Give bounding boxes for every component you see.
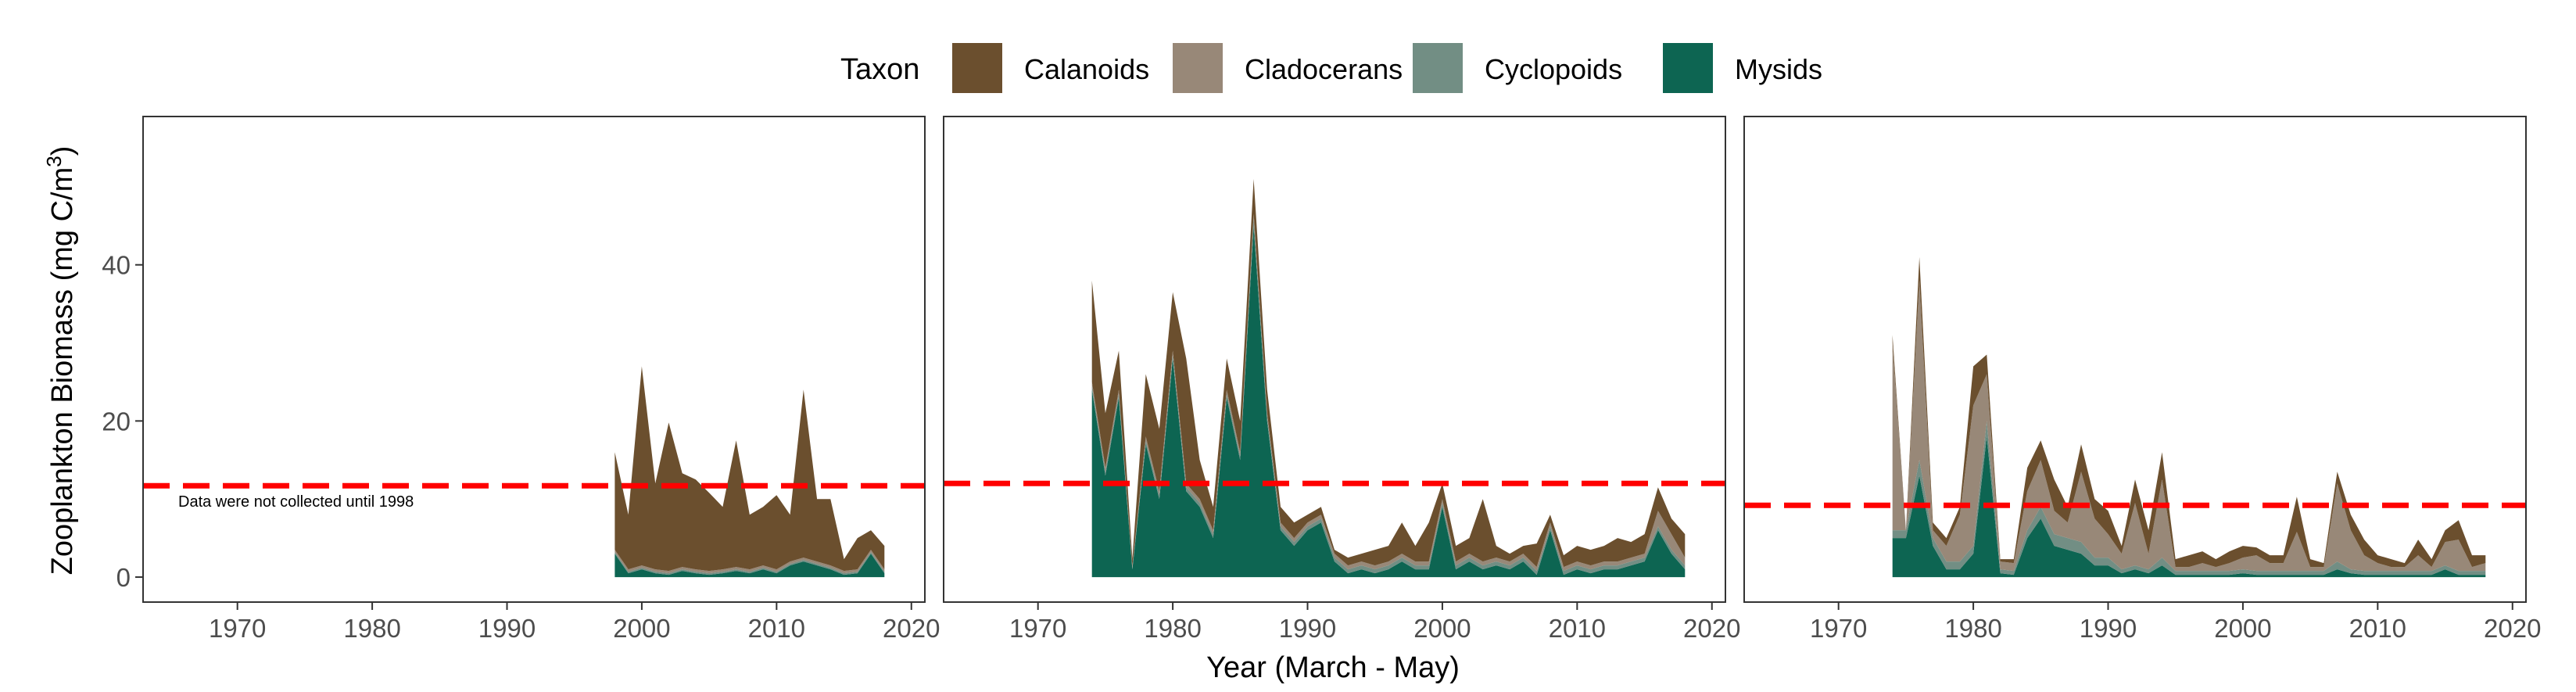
legend-key-calanoids [952, 43, 1002, 93]
panel-border-2 [943, 116, 1726, 603]
area-mysids-panel-2 [1091, 225, 1686, 578]
x-tick-label: 1980 [343, 614, 400, 643]
y-tick-label: 20 [102, 407, 131, 436]
area-cladocerans-panel-3 [1892, 280, 2486, 572]
x-tick-label: 1970 [1810, 614, 1867, 643]
panel-border-3 [1743, 116, 2527, 603]
x-tick-label: 2020 [883, 614, 940, 643]
y-axis-label-superscript: 3 [42, 156, 66, 167]
area-calanoids-panel-1 [614, 366, 885, 572]
legend-label-mysids: Mysids [1735, 53, 1822, 85]
x-tick-label: 1990 [478, 614, 536, 643]
x-tick-label: 1970 [1009, 614, 1066, 643]
y-axis-label: Zooplankton Biomass (mg C/m3) [42, 146, 79, 575]
panel-2: 1970 1980 1990 2000 2010 2020 [943, 116, 1740, 643]
annotation-panel-1: Data were not collected until 1998 [178, 493, 414, 511]
x-tick-label: 2010 [1549, 614, 1606, 643]
panel-1: Data were not collected until 1998 1970 19… [102, 116, 940, 643]
x-tick-label: 1990 [1279, 614, 1336, 643]
legend-key-mysids [1663, 43, 1713, 93]
area-cyclopoids-panel-1 [614, 552, 885, 575]
x-tick-label: 2010 [748, 614, 805, 643]
x-tick-label: 1980 [1944, 614, 2001, 643]
x-axis-label: Year (March - May) [1206, 651, 1460, 684]
legend-key-cyclopoids [1413, 43, 1463, 93]
x-tick-label: 1990 [2080, 614, 2137, 643]
area-mysids-panel-1 [614, 554, 885, 578]
y-axis-label-close: ) [46, 146, 79, 156]
y-tick-label: 40 [102, 251, 131, 280]
x-tick-label: 2020 [2484, 614, 2541, 643]
legend-label-cyclopoids: Cyclopoids [1485, 53, 1622, 85]
x-tick-label: 1980 [1144, 614, 1201, 643]
y-tick-label: 0 [116, 563, 131, 592]
y-axis-label-main: Zooplankton Biomass (mg C/m [46, 167, 79, 575]
legend-title: Taxon [840, 53, 919, 86]
legend-label-calanoids: Calanoids [1024, 53, 1149, 85]
x-tick-label: 2020 [1683, 614, 1740, 643]
area-mysids-panel-3 [1892, 436, 2486, 578]
x-tick-label: 2000 [1413, 614, 1471, 643]
x-tick-label: 2010 [2349, 614, 2406, 643]
legend-label-cladocerans: Cladocerans [1245, 53, 1403, 85]
legend-key-cladocerans [1173, 43, 1223, 93]
x-tick-label: 2000 [613, 614, 670, 643]
legend: Taxon Calanoids Cladocerans Cyclopoids Mysi… [840, 43, 1822, 93]
x-tick-label: 2000 [2214, 614, 2271, 643]
panel-border-1 [142, 116, 926, 603]
area-cladocerans-panel-1 [614, 550, 885, 574]
panel-3: 1970 1980 1990 2000 2010 2020 [1743, 116, 2541, 643]
x-tick-label: 1970 [209, 614, 266, 643]
